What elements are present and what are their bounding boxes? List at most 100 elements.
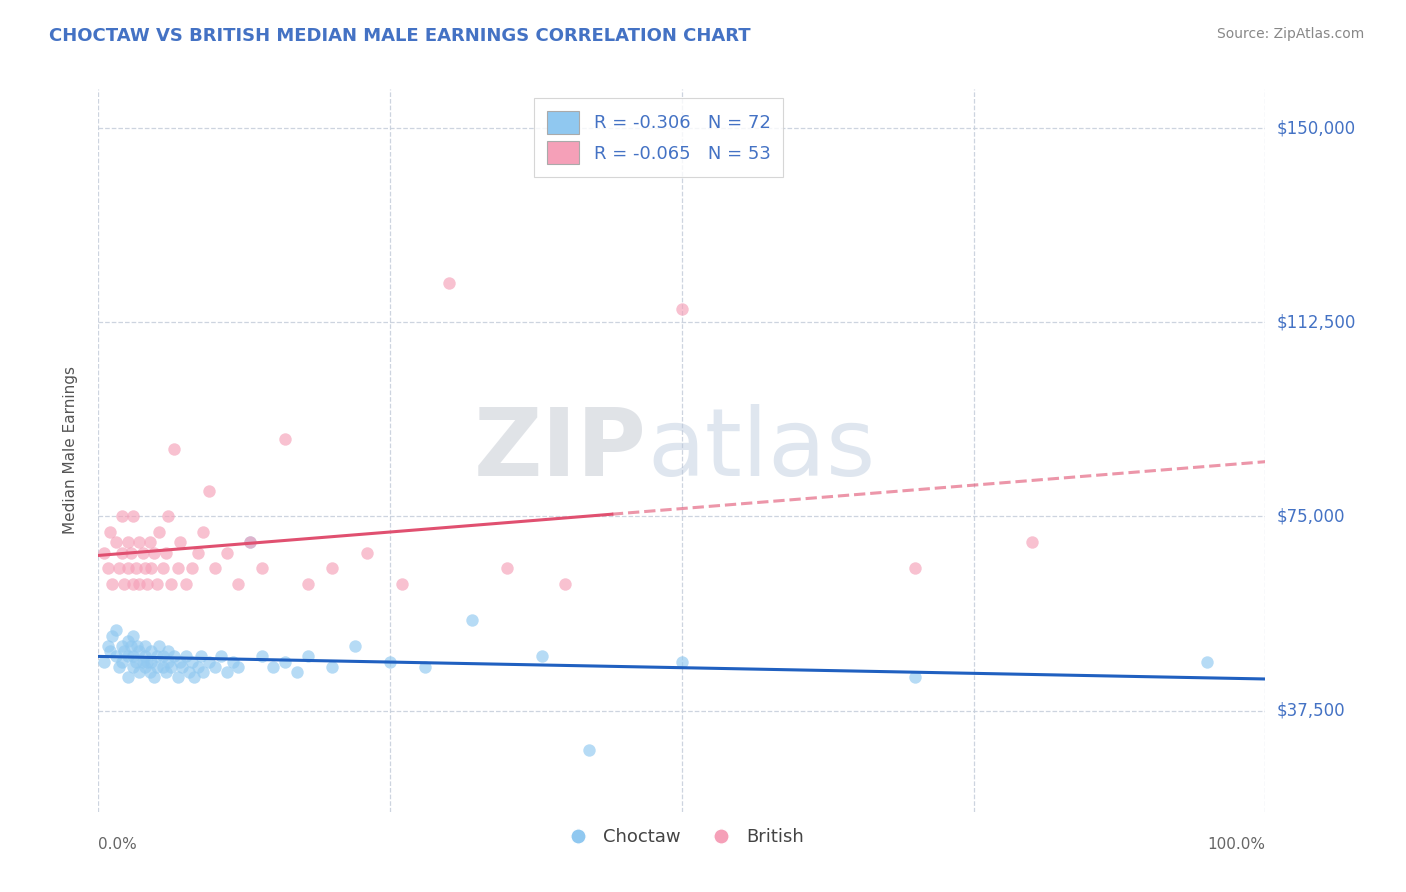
Point xyxy=(139,644,162,658)
Point xyxy=(93,655,115,669)
Point xyxy=(143,670,166,684)
Text: 100.0%: 100.0% xyxy=(1208,837,1265,852)
Point xyxy=(187,546,209,560)
Point xyxy=(159,577,181,591)
Point xyxy=(128,535,150,549)
Point xyxy=(274,655,297,669)
Point xyxy=(174,649,197,664)
Point xyxy=(174,577,197,591)
Point xyxy=(179,665,201,679)
Text: ZIP: ZIP xyxy=(474,404,647,497)
Point xyxy=(101,629,124,643)
Point xyxy=(163,649,186,664)
Point xyxy=(98,644,121,658)
Point xyxy=(120,546,142,560)
Point xyxy=(274,432,297,446)
Point xyxy=(97,561,120,575)
Point xyxy=(111,546,134,560)
Point xyxy=(101,577,124,591)
Point xyxy=(132,655,155,669)
Point xyxy=(190,649,212,664)
Point xyxy=(134,639,156,653)
Point xyxy=(671,302,693,317)
Point xyxy=(155,546,177,560)
Point xyxy=(204,561,226,575)
Point xyxy=(108,659,131,673)
Point xyxy=(380,655,402,669)
Point xyxy=(136,655,159,669)
Point xyxy=(155,665,177,679)
Point xyxy=(193,524,215,539)
Text: $112,500: $112,500 xyxy=(1277,313,1355,331)
Point xyxy=(93,546,115,560)
Point xyxy=(461,613,484,627)
Point xyxy=(1021,535,1043,549)
Point xyxy=(285,665,308,679)
Point xyxy=(198,655,221,669)
Point xyxy=(356,546,378,560)
Point xyxy=(163,442,186,457)
Point xyxy=(193,665,215,679)
Point xyxy=(148,639,170,653)
Point xyxy=(344,639,367,653)
Point xyxy=(125,655,148,669)
Point xyxy=(98,524,121,539)
Point xyxy=(128,644,150,658)
Point xyxy=(166,561,188,575)
Point xyxy=(391,577,413,591)
Point xyxy=(169,535,191,549)
Text: $75,000: $75,000 xyxy=(1277,508,1346,525)
Point xyxy=(128,665,150,679)
Point xyxy=(143,546,166,560)
Point xyxy=(125,561,148,575)
Point xyxy=(111,509,134,524)
Point xyxy=(183,670,205,684)
Point xyxy=(139,655,162,669)
Point xyxy=(157,644,180,658)
Point xyxy=(578,742,600,756)
Point xyxy=(166,670,188,684)
Point xyxy=(117,649,139,664)
Point xyxy=(904,670,927,684)
Point xyxy=(117,561,139,575)
Point xyxy=(134,561,156,575)
Point xyxy=(187,659,209,673)
Point xyxy=(139,561,162,575)
Point xyxy=(108,561,131,575)
Legend: Choctaw, British: Choctaw, British xyxy=(553,821,811,854)
Point xyxy=(198,483,221,498)
Point xyxy=(152,561,174,575)
Point xyxy=(97,639,120,653)
Point xyxy=(321,561,343,575)
Point xyxy=(157,509,180,524)
Point xyxy=(180,655,202,669)
Point xyxy=(180,561,202,575)
Point xyxy=(215,665,238,679)
Point xyxy=(122,659,145,673)
Point xyxy=(152,649,174,664)
Point xyxy=(117,633,139,648)
Point xyxy=(204,659,226,673)
Point xyxy=(1195,655,1218,669)
Point xyxy=(262,659,284,673)
Point xyxy=(122,577,145,591)
Point xyxy=(215,546,238,560)
Point xyxy=(172,659,194,673)
Point xyxy=(239,535,262,549)
Point xyxy=(117,670,139,684)
Point xyxy=(671,655,693,669)
Point xyxy=(904,561,927,575)
Point xyxy=(125,639,148,653)
Y-axis label: Median Male Earnings: Median Male Earnings xyxy=(63,367,77,534)
Point xyxy=(146,649,169,664)
Point xyxy=(139,535,162,549)
Point xyxy=(297,649,319,664)
Point xyxy=(148,524,170,539)
Point xyxy=(146,577,169,591)
Point xyxy=(157,655,180,669)
Point xyxy=(221,655,243,669)
Point xyxy=(152,659,174,673)
Point xyxy=(112,577,135,591)
Point xyxy=(136,577,159,591)
Point xyxy=(437,277,460,291)
